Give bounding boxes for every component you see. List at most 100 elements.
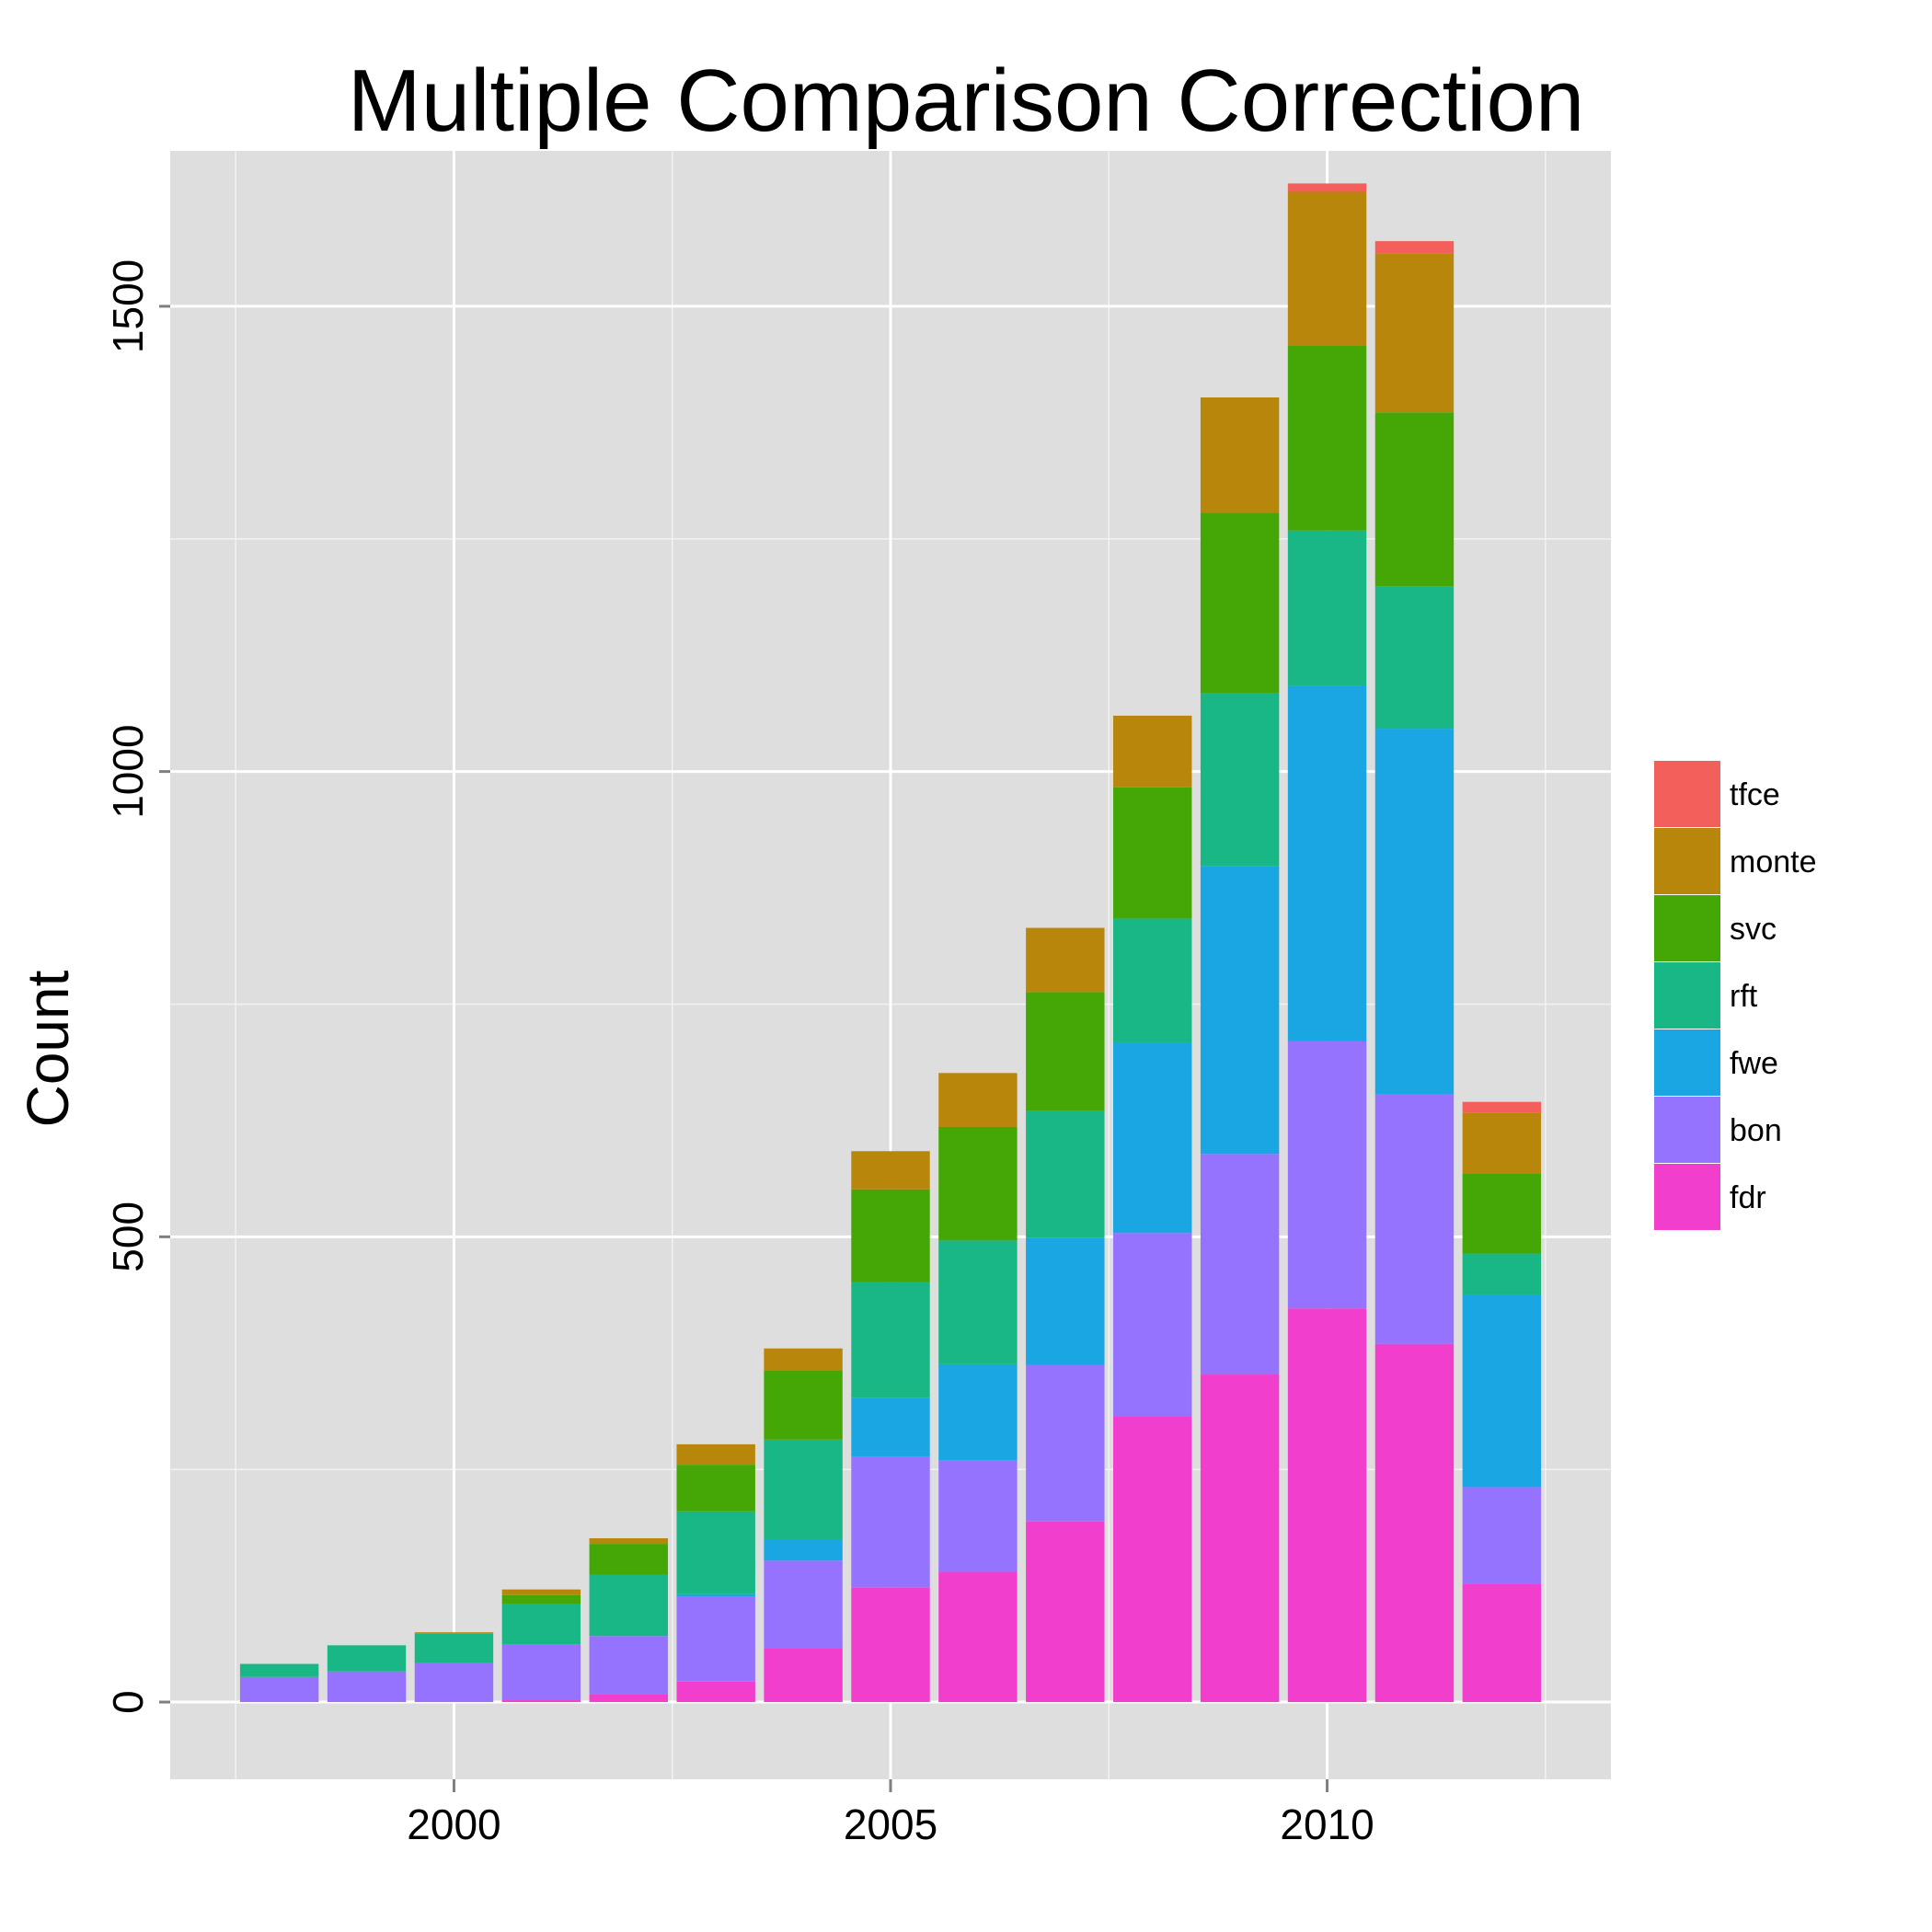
bar-fwe-2006 [938, 1363, 1018, 1461]
y-tick-label: 1000 [104, 724, 152, 818]
bar-rft-2004 [764, 1439, 843, 1540]
bar-fdr-2012 [1462, 1583, 1542, 1703]
bar-fwe-2009 [1200, 866, 1280, 1155]
bar-fdr-2010 [1287, 1308, 1367, 1703]
legend-key-svc [1654, 895, 1720, 961]
legend-key-rft [1654, 962, 1720, 1029]
bar-monte-2005 [851, 1151, 930, 1190]
legend-key-tfce [1654, 761, 1720, 827]
bar-monte-2010 [1287, 191, 1367, 346]
bar-rft-2000 [414, 1633, 494, 1663]
y-axis: 0 500 1000 1500 [104, 259, 170, 1714]
bar-svc-2004 [764, 1370, 843, 1440]
y-tick-label: 1500 [104, 259, 152, 353]
y-tick-label: 500 [104, 1202, 152, 1272]
bar-svc-2011 [1374, 412, 1455, 587]
bar-svc-2006 [938, 1126, 1018, 1241]
bar-rft-2008 [1113, 918, 1192, 1043]
bar-rft-2002 [589, 1574, 668, 1637]
legend-key-bon [1654, 1097, 1720, 1163]
bar-monte-2012 [1462, 1112, 1542, 1174]
y-axis-label: Count [15, 970, 81, 1127]
bar-fdr-2006 [938, 1571, 1018, 1703]
bar-bon-2007 [1026, 1364, 1105, 1522]
bar-rft-2007 [1026, 1110, 1105, 1238]
bar-bon-2008 [1113, 1233, 1192, 1417]
legend-key-fwe [1654, 1029, 1720, 1096]
bar-monte-2006 [938, 1073, 1018, 1127]
bar-bon-2011 [1374, 1094, 1455, 1344]
bar-svc-2007 [1026, 992, 1105, 1111]
legend-label-monte: monte [1730, 845, 1817, 880]
bar-svc-2003 [676, 1465, 755, 1512]
bar-fwe-2008 [1113, 1042, 1192, 1234]
bar-svc-2005 [851, 1189, 930, 1282]
bar-bon-2005 [851, 1456, 930, 1588]
bar-bon-2000 [414, 1662, 494, 1703]
bar-fwe-2003 [676, 1593, 755, 1597]
bar-svc-2010 [1287, 345, 1367, 531]
bar-fdr-2002 [589, 1694, 668, 1703]
bar-fwe-2004 [764, 1539, 843, 1561]
bar-bon-2010 [1287, 1041, 1367, 1309]
bar-fdr-2007 [1026, 1521, 1105, 1703]
bar-monte-2001 [501, 1589, 581, 1595]
bar-bon-1998 [239, 1676, 319, 1703]
bar-rft-2011 [1374, 586, 1455, 730]
bar-monte-2007 [1026, 927, 1105, 993]
chart-title: Multiple Comparison Correction [348, 52, 1585, 150]
x-tick-label: 2000 [407, 1800, 500, 1848]
legend: tfce monte svc rft fwe bon fdr [1654, 761, 1817, 1230]
bar-monte-2002 [589, 1538, 668, 1545]
bars [239, 183, 1542, 1703]
bar-fwe-2012 [1462, 1294, 1542, 1488]
bar-svc-2008 [1113, 787, 1192, 919]
bar-svc-2009 [1200, 512, 1280, 694]
bar-fwe-2010 [1287, 685, 1367, 1041]
bar-fwe-2011 [1374, 729, 1455, 1095]
bar-fdr-2004 [764, 1648, 843, 1703]
bar-monte-2009 [1200, 397, 1280, 513]
bar-monte-2004 [764, 1348, 843, 1371]
bar-bon-2012 [1462, 1487, 1542, 1584]
legend-label-fdr: fdr [1730, 1180, 1766, 1215]
bar-bon-2004 [764, 1560, 843, 1649]
x-axis: 2000 2005 2010 [407, 1779, 1374, 1848]
bar-rft-2012 [1462, 1253, 1542, 1295]
legend-label-tfce: tfce [1730, 777, 1780, 812]
bar-rft-2010 [1287, 530, 1367, 686]
y-tick-label: 0 [104, 1690, 152, 1714]
bar-rft-1999 [327, 1645, 407, 1672]
bar-bon-1999 [327, 1671, 407, 1703]
bar-bon-2002 [589, 1636, 668, 1695]
bar-rft-2003 [676, 1511, 755, 1594]
legend-label-rft: rft [1730, 979, 1758, 1014]
bar-tfce-2010 [1287, 183, 1367, 192]
bar-fdr-2008 [1113, 1416, 1192, 1703]
bar-svc-2012 [1462, 1173, 1542, 1254]
bar-fdr-2001 [501, 1700, 581, 1703]
bar-bon-2003 [676, 1596, 755, 1682]
legend-label-svc: svc [1730, 912, 1777, 947]
bar-tfce-2011 [1374, 241, 1455, 254]
legend-label-fwe: fwe [1730, 1046, 1778, 1081]
bar-monte-2000 [414, 1632, 494, 1634]
bar-fwe-2007 [1026, 1237, 1105, 1365]
bar-svc-2001 [501, 1594, 581, 1604]
bar-rft-1998 [239, 1663, 319, 1677]
x-tick-label: 2005 [844, 1800, 937, 1848]
bar-rft-2006 [938, 1240, 1018, 1364]
bar-monte-2011 [1374, 253, 1455, 413]
bar-fdr-2003 [676, 1681, 755, 1703]
bar-fwe-2005 [851, 1397, 930, 1457]
legend-key-monte [1654, 828, 1720, 894]
bar-rft-2005 [851, 1282, 930, 1398]
bar-bon-2006 [938, 1460, 1018, 1572]
legend-key-fdr [1654, 1164, 1720, 1230]
legend-label-bon: bon [1730, 1113, 1782, 1148]
bar-tfce-2012 [1462, 1101, 1542, 1113]
bar-fdr-2005 [851, 1587, 930, 1703]
bar-monte-2003 [676, 1443, 755, 1466]
bar-rft-2001 [501, 1604, 581, 1645]
